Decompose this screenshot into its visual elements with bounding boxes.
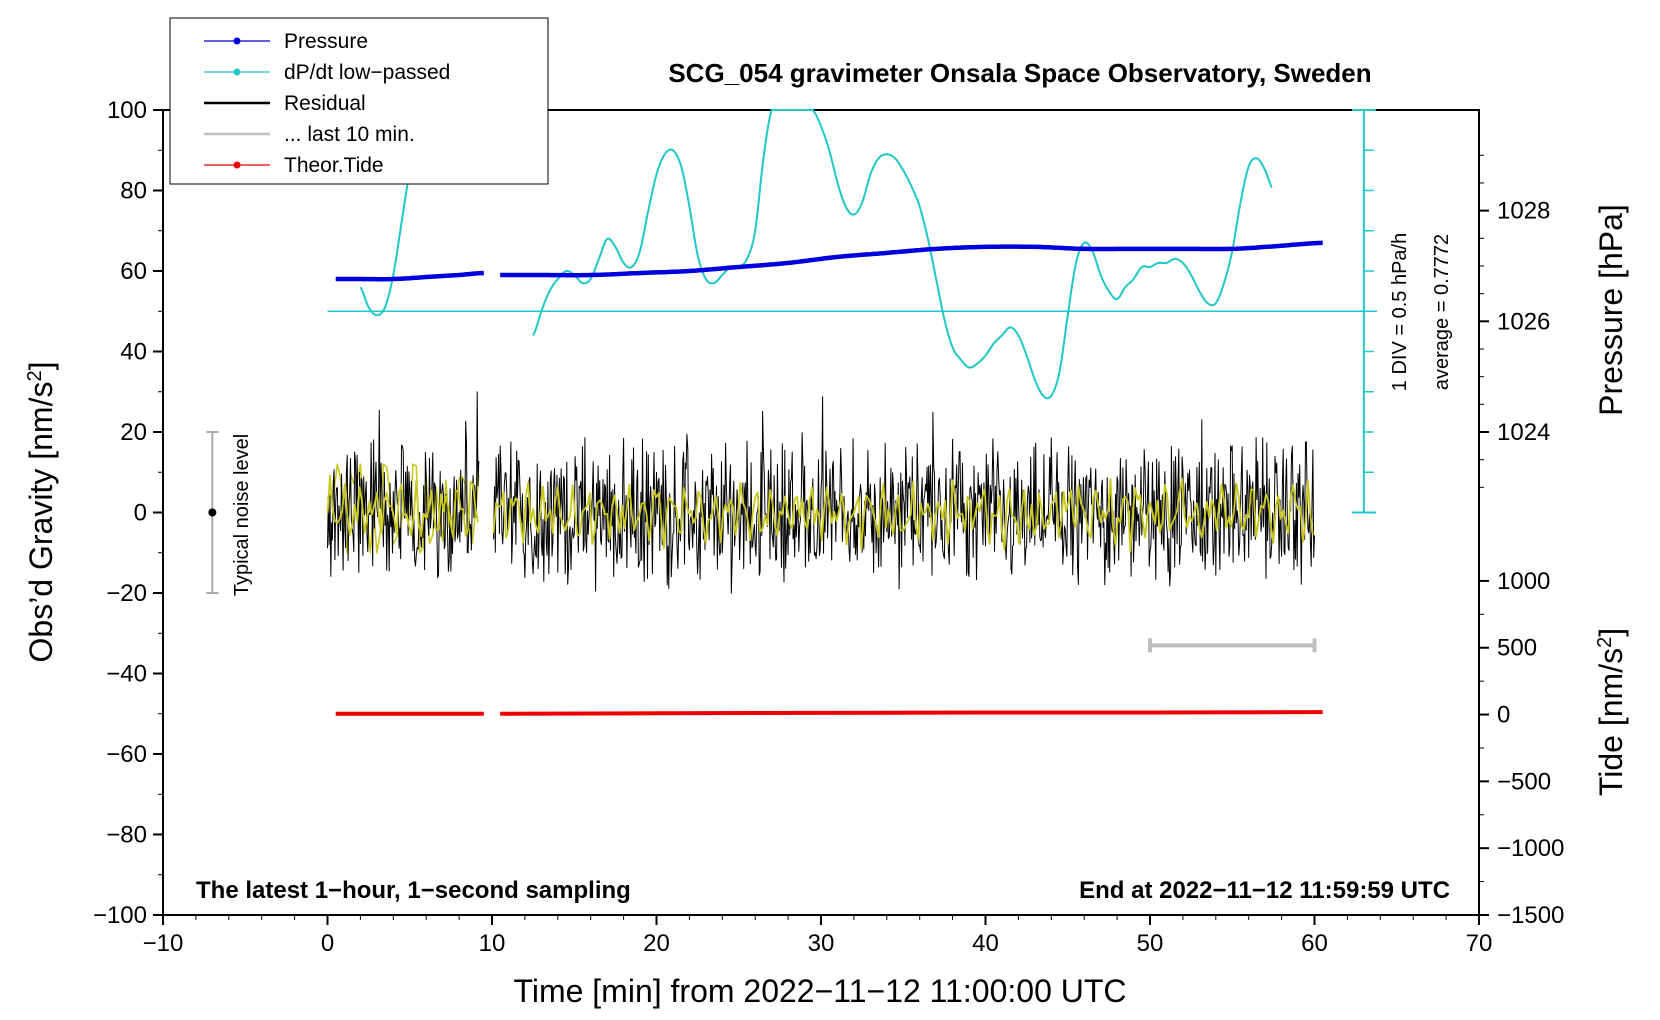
tide-tick-label: 500 (1497, 635, 1537, 662)
legend-marker (233, 37, 241, 45)
pressure-axis-title: Pressure [hPa] (1593, 204, 1629, 416)
legend-marker (233, 161, 241, 169)
tide-tick-label: 0 (1497, 702, 1510, 729)
y-tick-label: 20 (120, 419, 147, 446)
tide-tick-label: −1500 (1497, 902, 1564, 929)
axes: −10 0 10 20 30 40 50 60 70−100−80−60−40−20020406… (93, 97, 1564, 957)
legend-marker (233, 68, 241, 76)
residual-line (327, 391, 480, 579)
pressure-tick-label: 1028 (1497, 198, 1550, 225)
x-tick-label: 30 (808, 930, 835, 957)
x-tick-label: 20 (643, 930, 670, 957)
legend: Pressure dP/dt low−passed Residual ... last… (169, 17, 549, 185)
y-axis-title-left: Obs’d Gravity [nm/s2] (23, 362, 59, 663)
x-tick-label: 70 (1466, 930, 1493, 957)
legend-label: Theor.Tide (284, 154, 384, 177)
legend-label: Pressure (284, 30, 368, 53)
x-tick-label: 0 (321, 930, 334, 957)
y-tick-label: 40 (120, 339, 147, 366)
pressure-line (335, 270, 485, 282)
data-series (206, 109, 1378, 716)
x-tick-label: 40 (972, 930, 999, 957)
y-tick-label: −80 (106, 822, 147, 849)
legend-label: ... last 10 min. (284, 123, 415, 146)
y-tick-label: 60 (120, 258, 147, 285)
legend-box (169, 17, 549, 185)
tide-tick-label: 1000 (1497, 568, 1550, 595)
noise-bar-dot (208, 508, 217, 517)
pressure-tick-label: 1024 (1497, 419, 1550, 446)
sampling-note: The latest 1−hour, 1−second sampling (196, 877, 631, 904)
dpdt-line (532, 109, 1273, 400)
pressure-line (500, 240, 1324, 278)
chart-title: SCG_054 gravimeter Onsala Space Observat… (668, 58, 1371, 88)
pressure-tick-label: 1026 (1497, 308, 1550, 335)
theor-tide-line (500, 710, 1323, 716)
x-axis-title: Time [min] from 2022−11−12 11:00:00 UTC (513, 973, 1126, 1009)
y-tick-label: −40 (106, 661, 147, 688)
tide-tick-label: −500 (1497, 768, 1551, 795)
residual-smoothed-line (326, 474, 479, 539)
legend-label: dP/dt low−passed (284, 61, 450, 84)
x-tick-label: 60 (1301, 930, 1328, 957)
y-tick-label: 100 (107, 97, 147, 124)
x-tick-label: −10 (143, 930, 184, 957)
noise-label: Typical noise level (231, 434, 253, 596)
legend-label: Residual (284, 92, 366, 115)
y-tick-label: −100 (93, 902, 147, 929)
average-annotation: average = 0.7772 (1431, 234, 1453, 390)
x-tick-label: 10 (479, 930, 506, 957)
y-tick-label: −20 (106, 580, 147, 607)
tide-tick-label: −1000 (1497, 835, 1564, 862)
residual-smoothed-line (492, 477, 1314, 553)
x-tick-label: 50 (1137, 930, 1164, 957)
y-tick-label: 0 (134, 500, 147, 527)
y-tick-label: 80 (120, 178, 147, 205)
tide-axis-title: Tide [nm/s2] (1593, 628, 1629, 796)
end-time-note: End at 2022−11−12 11:59:59 UTC (1079, 877, 1450, 904)
div-annotation: 1 DIV = 0.5 hPa/h (1389, 233, 1411, 391)
y-tick-label: −60 (106, 741, 147, 768)
residual-line (493, 396, 1315, 594)
